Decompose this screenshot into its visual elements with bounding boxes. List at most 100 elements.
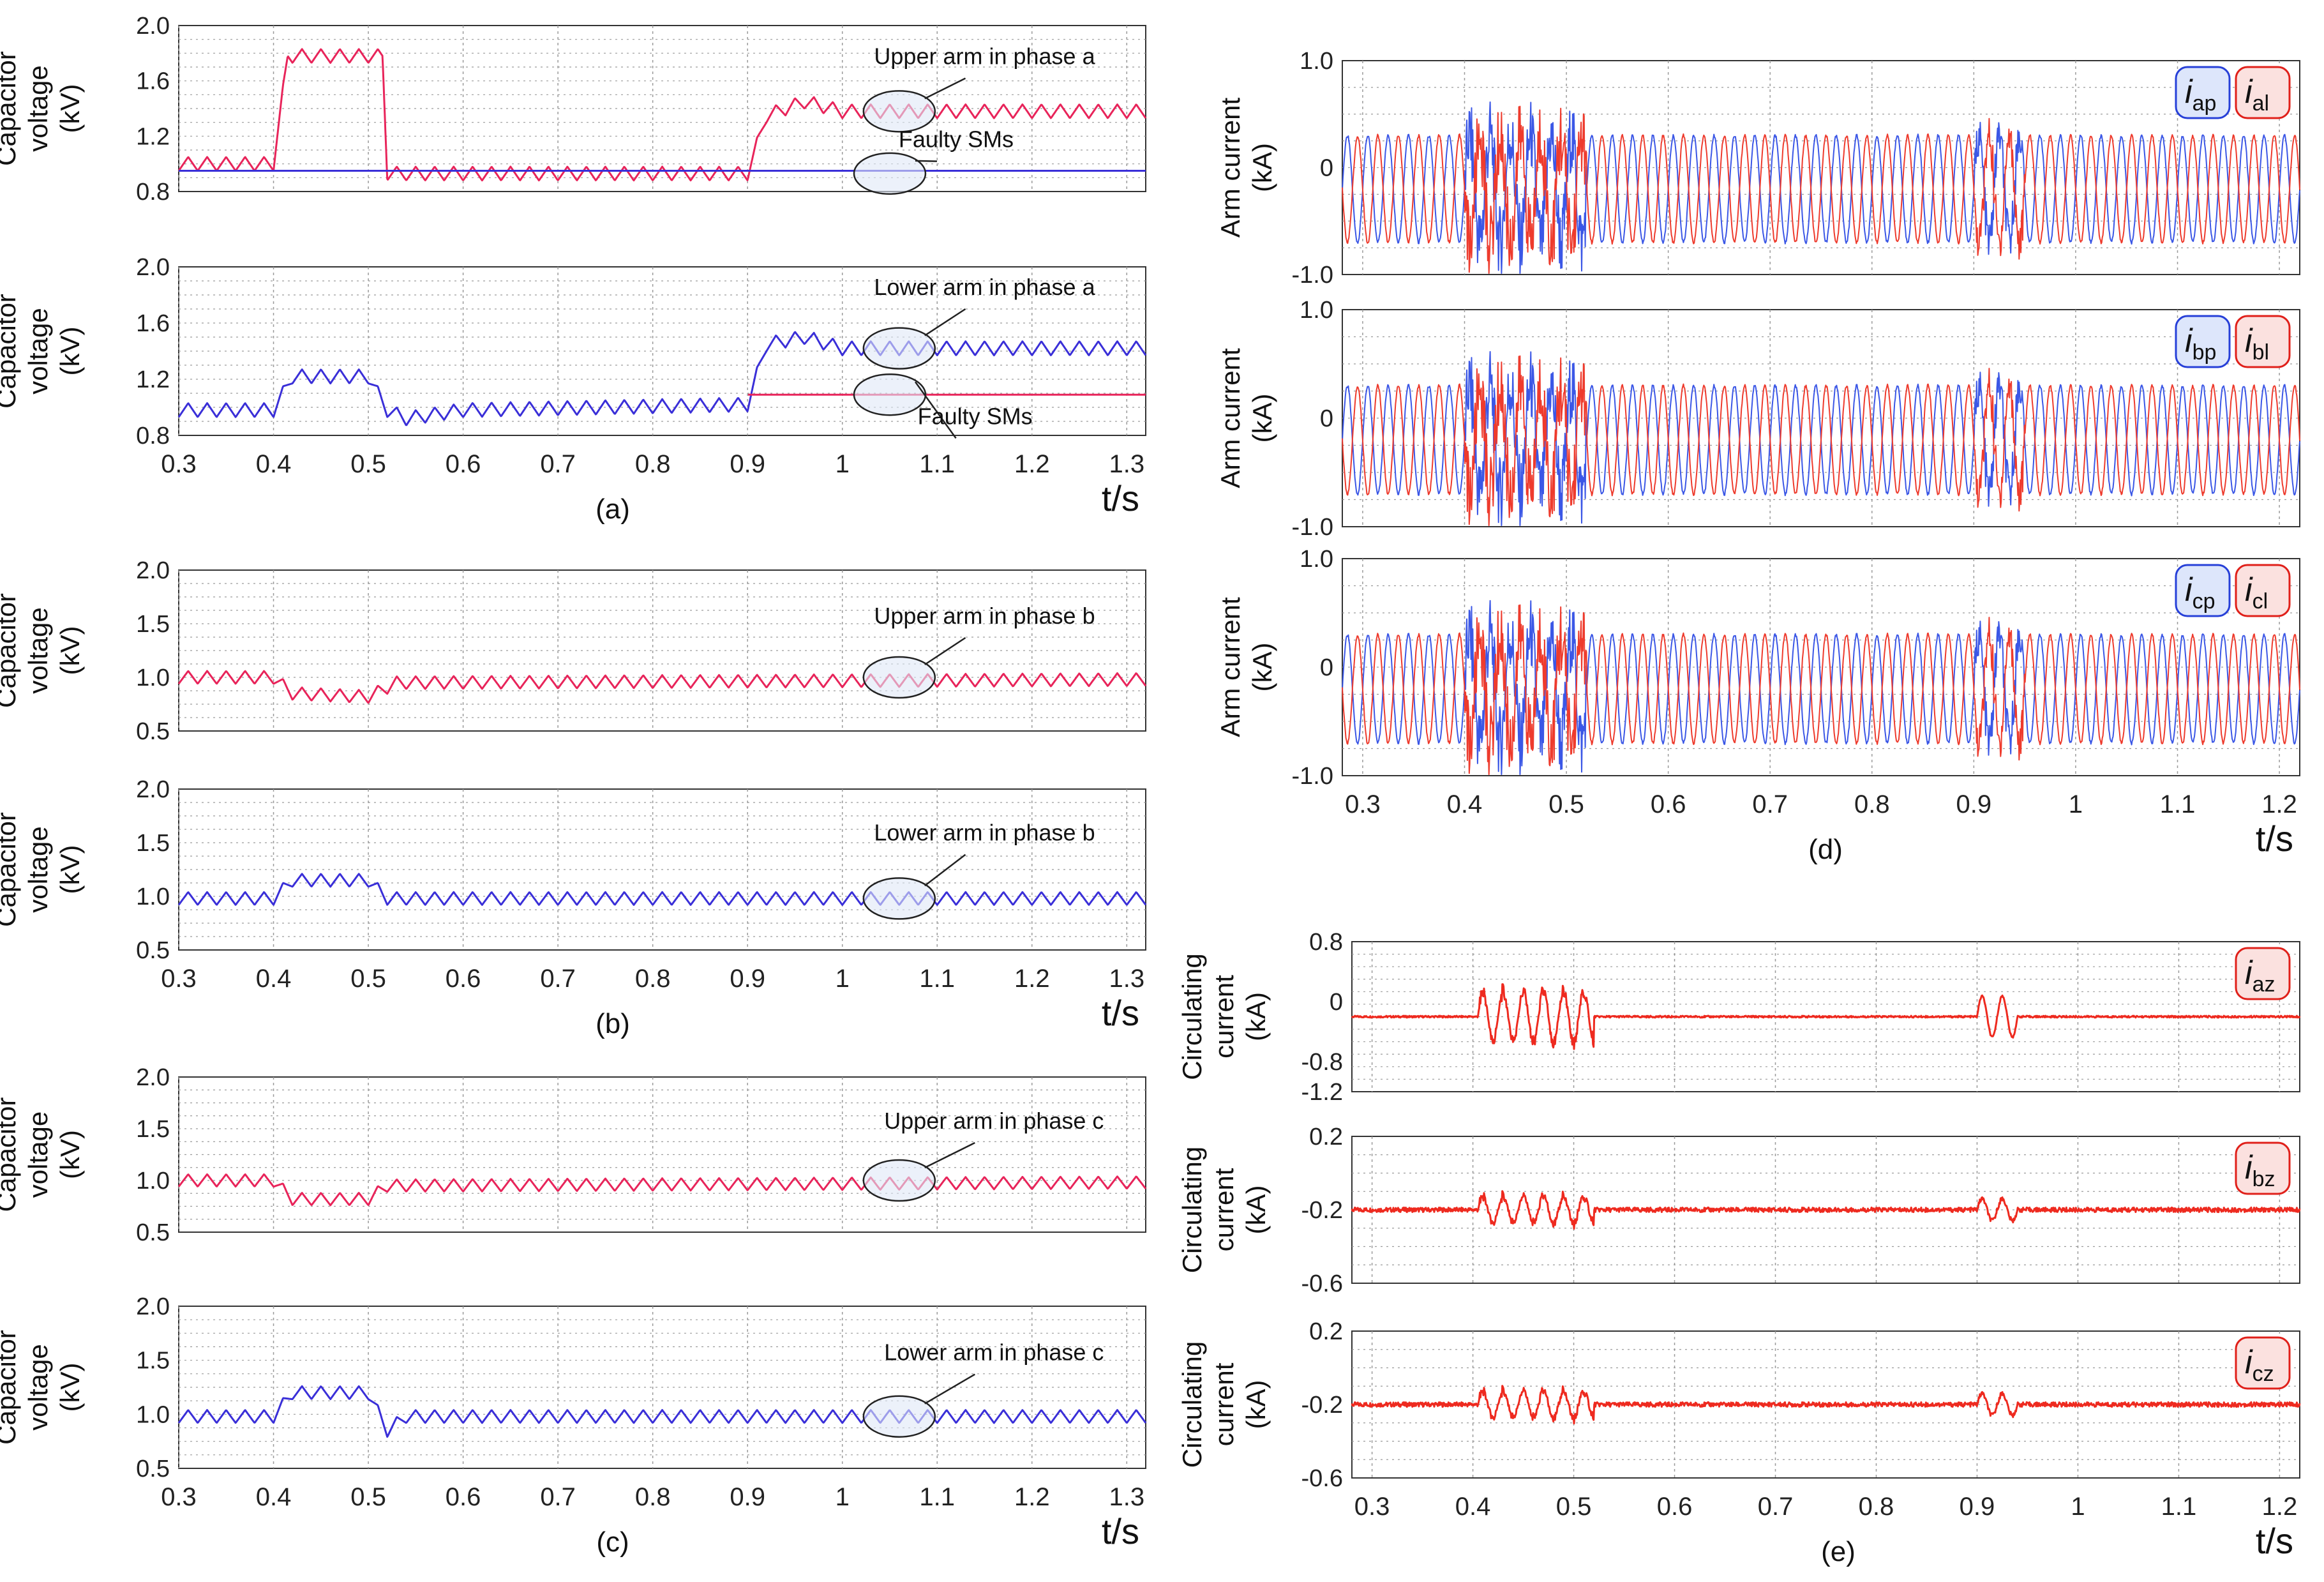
legend-badge-symbol: ibl xyxy=(2245,322,2269,365)
y-axis-label: Circulating current (kA) xyxy=(1177,1341,1271,1468)
y-tick-label: 0.8 xyxy=(136,179,170,206)
y-tick-label: 1.0 xyxy=(136,1401,170,1428)
y-axis-label-line: (kV) xyxy=(55,626,85,675)
x-tick-label: 1.2 xyxy=(1014,1483,1050,1511)
annotation-ellipse xyxy=(862,327,936,370)
legend-symbol-letter: i xyxy=(2185,73,2193,110)
legend-symbol-subscript: ap xyxy=(2193,91,2217,116)
y-axis-label-line: (kA) xyxy=(1247,143,1277,192)
x-tick-label: 0.4 xyxy=(1455,1493,1491,1521)
annotation-label: Upper arm in phase a xyxy=(874,43,1095,70)
y-tick-label: 0.5 xyxy=(136,1219,170,1246)
legend-badge: icz xyxy=(2235,1336,2291,1390)
y-axis-label-line: Capacitor xyxy=(0,593,21,708)
x-tick-label: 1.2 xyxy=(2262,1493,2298,1521)
y-axis-label-line: voltage xyxy=(23,308,53,394)
x-axis-label: t/s xyxy=(2256,1521,2293,1561)
legend-symbol-subscript: cp xyxy=(2193,589,2215,614)
chart-c2: 0.5 1.0 1.5 2.0 Capacitor voltage (kV) 0.3 0.4 0.… xyxy=(0,1293,1147,1558)
y-axis-label: Circulating current (kA) xyxy=(1177,953,1271,1080)
annotation-ellipse xyxy=(862,90,936,133)
legend-badge-symbol: iap xyxy=(2185,73,2216,116)
annotation-leader xyxy=(924,308,966,336)
y-axis-label-line: voltage xyxy=(23,607,53,693)
x-axis-label: t/s xyxy=(2256,818,2293,859)
x-tick-label: 0.6 xyxy=(446,1483,481,1511)
x-tick-label: 0.8 xyxy=(1859,1493,1894,1521)
y-tick-label: 0 xyxy=(1320,405,1333,432)
x-tick-label: 0.7 xyxy=(540,450,576,478)
x-tick-label: 0.4 xyxy=(256,1483,292,1511)
y-axis-label-line: (kV) xyxy=(55,84,85,133)
x-axis-label: t/s xyxy=(1102,1511,1139,1551)
legend-symbol-subscript: bp xyxy=(2193,340,2217,365)
y-tick-label: 1.0 xyxy=(136,665,170,691)
legend-badge-box xyxy=(2235,564,2291,617)
y-tick-label: 0.5 xyxy=(136,937,170,964)
x-tick-label: 0.9 xyxy=(1956,790,1992,818)
x-tick-label: 0.6 xyxy=(1651,790,1686,818)
series-line xyxy=(1351,983,2301,1050)
y-axis-label: Arm current (kA) xyxy=(1215,348,1277,488)
chart-d3: -1.0 0 1.0 Arm current (kA) 0.3 0.4 0.5 0.6 0.7 0.… xyxy=(1215,546,2300,865)
legend-symbol-letter: i xyxy=(2245,322,2253,359)
y-tick-label: -0.6 xyxy=(1301,1270,1343,1297)
y-tick-label: 1.0 xyxy=(136,1168,170,1194)
y-tick-label: 0.2 xyxy=(1309,1124,1343,1150)
x-tick-label: 1.1 xyxy=(919,450,955,478)
panel-caption: (b) xyxy=(596,1008,630,1039)
legend-badge-box xyxy=(2175,564,2231,617)
annotation-ellipse xyxy=(862,656,936,699)
panel-caption: (c) xyxy=(596,1526,629,1558)
y-axis-label: Capacitor voltage (kV) xyxy=(0,812,85,927)
y-tick-label: 1.2 xyxy=(136,366,170,393)
legend-badge-box xyxy=(2235,66,2291,119)
x-tick-label: 1.1 xyxy=(919,1483,955,1511)
x-tick-label: 0.9 xyxy=(730,1483,765,1511)
y-tick-label: 0 xyxy=(1330,989,1343,1016)
y-tick-label: 1.2 xyxy=(136,123,170,150)
annotation-leader xyxy=(924,1373,975,1405)
legend-badge: ial xyxy=(2235,66,2291,119)
legend-symbol-subscript: cz xyxy=(2253,1362,2274,1386)
legend-symbol-subscript: al xyxy=(2253,91,2269,116)
y-axis-label: Capacitor voltage (kV) xyxy=(0,294,85,409)
y-tick-label: -1.0 xyxy=(1292,514,1333,541)
legend-symbol-letter: i xyxy=(2245,1344,2253,1381)
annotation-ellipse xyxy=(862,877,936,920)
series-line xyxy=(177,1173,1147,1207)
series-line xyxy=(177,873,1147,906)
y-tick-label: 1.5 xyxy=(136,830,170,857)
y-axis-label: Arm current (kA) xyxy=(1215,97,1277,237)
legend-symbol-subscript: bz xyxy=(2253,1167,2275,1191)
legend-symbol-letter: i xyxy=(2245,571,2253,608)
x-axis-label: t/s xyxy=(1102,993,1139,1033)
x-tick-label: 0.6 xyxy=(446,450,481,478)
legend-badge-box xyxy=(2235,315,2291,368)
legend-badge-symbol: icp xyxy=(2185,571,2215,614)
y-axis-label: Arm current (kA) xyxy=(1215,597,1277,737)
y-tick-label: 2.0 xyxy=(136,776,170,803)
x-tick-label: 1.1 xyxy=(2161,1493,2197,1521)
y-axis-label-line: Arm current xyxy=(1215,97,1245,237)
chart-e1: -1.2-0.800.8Circulatingcurrent(kA)i_azia… xyxy=(1177,929,2301,1106)
y-tick-label: 1.0 xyxy=(1300,48,1333,75)
y-tick-label: 0 xyxy=(1320,654,1333,681)
y-axis-label-line: voltage xyxy=(23,65,53,151)
x-tick-label: 0.3 xyxy=(1345,790,1381,818)
x-tick-label: 0.7 xyxy=(540,1483,576,1511)
x-tick-label: 1.2 xyxy=(1014,965,1050,993)
legend-badge-symbol: ial xyxy=(2245,73,2269,116)
annotation-label: Faulty SMs xyxy=(918,403,1033,429)
x-tick-label: 0.7 xyxy=(1758,1493,1794,1521)
y-axis-label-line: Capacitor xyxy=(0,1330,21,1445)
y-axis-label-line: Capacitor xyxy=(0,294,21,409)
series-line xyxy=(1351,1190,2301,1230)
y-axis-label-line: Capacitor xyxy=(0,51,21,166)
panel-caption: (d) xyxy=(1808,834,1843,865)
series-line xyxy=(1342,604,2300,775)
x-tick-label: 0.3 xyxy=(161,1483,197,1511)
x-tick-label: 0.3 xyxy=(161,965,197,993)
y-axis-label-line: Arm current xyxy=(1215,348,1245,488)
